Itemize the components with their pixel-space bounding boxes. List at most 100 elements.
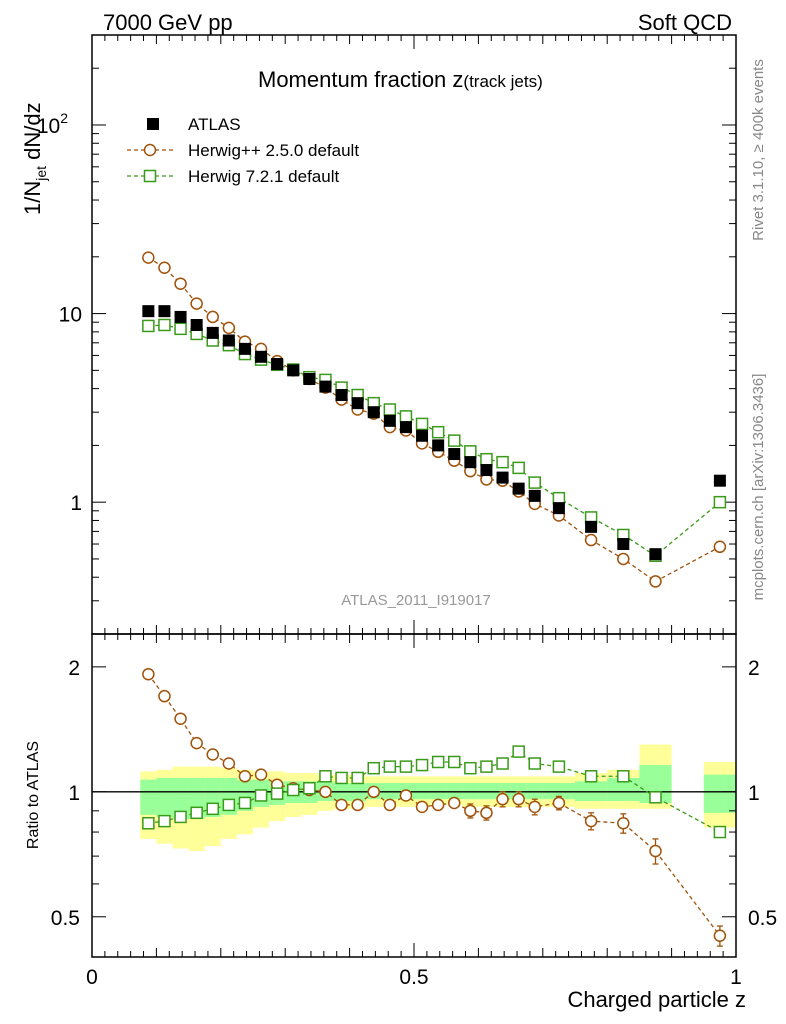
ratio-herwig7-point: [552, 760, 566, 773]
main-herwigpp-point: [222, 321, 236, 335]
main-herwigpp-point: [158, 261, 171, 274]
ratio-herwig7-point: [512, 745, 525, 758]
main-atlas-point: [367, 406, 380, 419]
ratio-y-tick-label: 2: [68, 657, 80, 680]
main-atlas-point: [222, 334, 235, 347]
ratio-herwigpp-point: [367, 785, 380, 799]
ratio-herwig7-point: [142, 817, 155, 830]
main-atlas-point: [335, 389, 348, 402]
main-herwig7-point: [528, 476, 541, 489]
ratio-inner-band: [462, 783, 479, 800]
ratio-y-tick-label: 1: [68, 782, 80, 805]
main-herwig7-point: [158, 318, 171, 332]
ratio-herwigpp-point: [335, 798, 348, 812]
ratio-inner-band: [414, 783, 431, 800]
legend-herwigpp-marker: [143, 143, 157, 157]
ratio-herwigpp-point: [464, 804, 477, 818]
ratio-y-tick-label: 0.5: [51, 907, 80, 930]
main-atlas-point: [303, 372, 316, 385]
main-herwig7-point: [415, 417, 429, 431]
main-herwigpp-point: [206, 310, 219, 324]
main-herwig7-point: [552, 491, 566, 505]
main-atlas-point: [480, 464, 493, 477]
ratio-herwigpp-point: [552, 796, 566, 810]
main-y-tick-base: 1: [70, 492, 82, 515]
main-atlas-point: [206, 326, 219, 339]
ratio-herwig7-point: [496, 757, 509, 770]
ratio-herwig7-point: [617, 770, 630, 783]
ratio-y-tick-label-right: 2: [748, 657, 760, 680]
main-atlas-point: [174, 310, 187, 323]
ratio-herwigpp-point: [190, 736, 203, 750]
ratio-herwigpp-point: [142, 667, 155, 681]
legend-herwig7-marker: [143, 169, 157, 183]
ratio-y-tick-label-right: 1: [748, 782, 760, 805]
ratio-herwigpp-point: [512, 792, 525, 806]
main-herwigpp-point: [190, 297, 203, 310]
ratio-herwigpp-point: [713, 929, 727, 943]
main-y-tick-exponent: 2: [60, 110, 68, 126]
main-atlas-point: [416, 429, 429, 442]
ratio-herwig7-point: [464, 761, 477, 775]
main-atlas-point: [190, 318, 203, 331]
main-atlas-point: [238, 342, 251, 355]
main-atlas-point: [271, 358, 284, 371]
main-herwig7-point: [399, 410, 413, 423]
main-herwig7-point: [174, 322, 187, 336]
main-y-tick-label: 102: [37, 110, 68, 138]
legend-atlas-label: ATLAS: [188, 115, 241, 134]
ratio-inner-band: [140, 779, 157, 815]
main-plot-title: Momentum fraction z(track jets): [258, 67, 543, 92]
legend-herwigpp-label: Herwig++ 2.5.0 default: [188, 141, 359, 160]
main-atlas-point: [432, 439, 445, 452]
ratio-herwig7-point: [222, 798, 236, 812]
main-data-series: [142, 251, 727, 588]
main-atlas-point: [319, 380, 332, 393]
main-atlas-point: [142, 305, 155, 318]
main-atlas-point: [585, 520, 598, 533]
main-herwig7-point: [464, 445, 477, 458]
ratio-inner-band: [478, 783, 495, 800]
main-herwigpp-point: [174, 277, 187, 290]
main-herwig7-point: [383, 403, 397, 416]
main-atlas-point: [528, 489, 541, 502]
ratio-herwig7-point: [174, 810, 187, 824]
ratio-herwig7-point: [399, 760, 413, 773]
ratio-inner-band: [446, 783, 463, 800]
ratio-herwigpp-point: [584, 814, 598, 828]
ratio-herwigpp-point: [174, 712, 187, 725]
main-atlas-point: [617, 538, 630, 551]
ratio-data-series: [142, 667, 727, 947]
ratio-herwig7-point: [367, 761, 380, 775]
ratio-herwigpp-point: [480, 806, 493, 820]
ratio-inner-band: [156, 777, 173, 817]
main-herwig7-point: [448, 434, 461, 447]
ratio-herwigpp-point: [319, 785, 332, 799]
header-category-label: Soft QCD: [638, 10, 732, 35]
main-atlas-point: [464, 456, 477, 469]
main-y-tick-label: 1: [70, 492, 82, 515]
main-herwig7-point: [713, 495, 727, 509]
main-herwig7-point: [512, 461, 525, 475]
ratio-herwig7-point: [415, 758, 429, 772]
ratio-herwigpp-point: [496, 792, 509, 806]
main-atlas-point: [255, 350, 268, 363]
ratio-herwig7-point: [319, 770, 332, 783]
ratio-herwig7-point: [287, 783, 300, 797]
main-atlas-point: [287, 364, 300, 377]
main-herwigpp-point: [584, 533, 598, 547]
analysis-label: ATLAS_2011_I919017: [341, 592, 491, 609]
ratio-herwigpp-point: [222, 757, 236, 770]
ratio-herwig7-point: [431, 755, 445, 769]
main-atlas-point: [351, 397, 364, 410]
legend-herwig7-label: Herwig 7.2.1 default: [188, 167, 339, 186]
header-collision-label: 7000 GeV pp: [103, 10, 233, 35]
ylabel-tail-part: dN/dz: [20, 102, 45, 166]
main-title-text: Momentum fraction z: [258, 67, 463, 92]
ratio-herwig7-point: [528, 757, 541, 770]
ratio-herwig7-point: [270, 787, 284, 800]
ratio-herwig7-point: [303, 782, 316, 795]
ratio-y-tick-label-right: 0.5: [748, 907, 777, 930]
